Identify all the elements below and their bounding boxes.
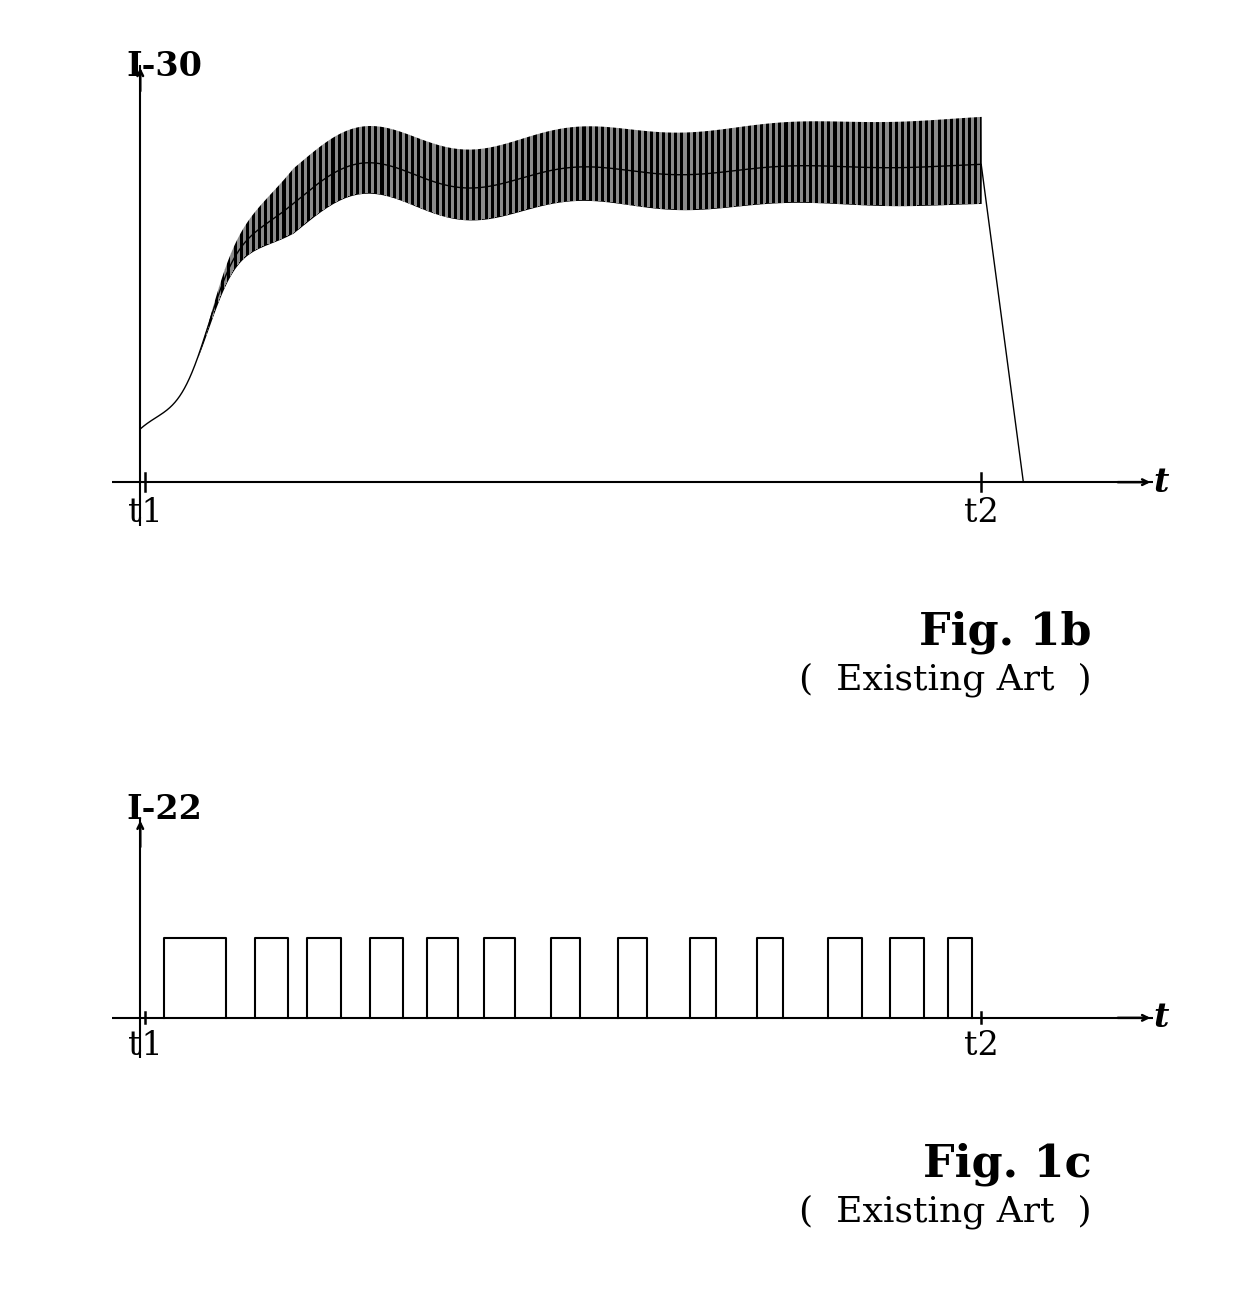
Text: I-30: I-30 bbox=[126, 51, 202, 83]
Text: t: t bbox=[1153, 1001, 1168, 1035]
Text: t: t bbox=[1153, 466, 1168, 498]
Text: Fig. 1b: Fig. 1b bbox=[919, 610, 1091, 654]
Text: t2: t2 bbox=[963, 497, 998, 528]
Text: (  Existing Art  ): ( Existing Art ) bbox=[799, 1194, 1091, 1229]
Text: Fig. 1c: Fig. 1c bbox=[923, 1142, 1091, 1186]
Text: (  Existing Art  ): ( Existing Art ) bbox=[799, 662, 1091, 697]
Text: I-22: I-22 bbox=[126, 793, 202, 826]
Text: t1: t1 bbox=[128, 497, 162, 528]
Text: t2: t2 bbox=[963, 1029, 998, 1062]
Text: t1: t1 bbox=[128, 1029, 162, 1062]
